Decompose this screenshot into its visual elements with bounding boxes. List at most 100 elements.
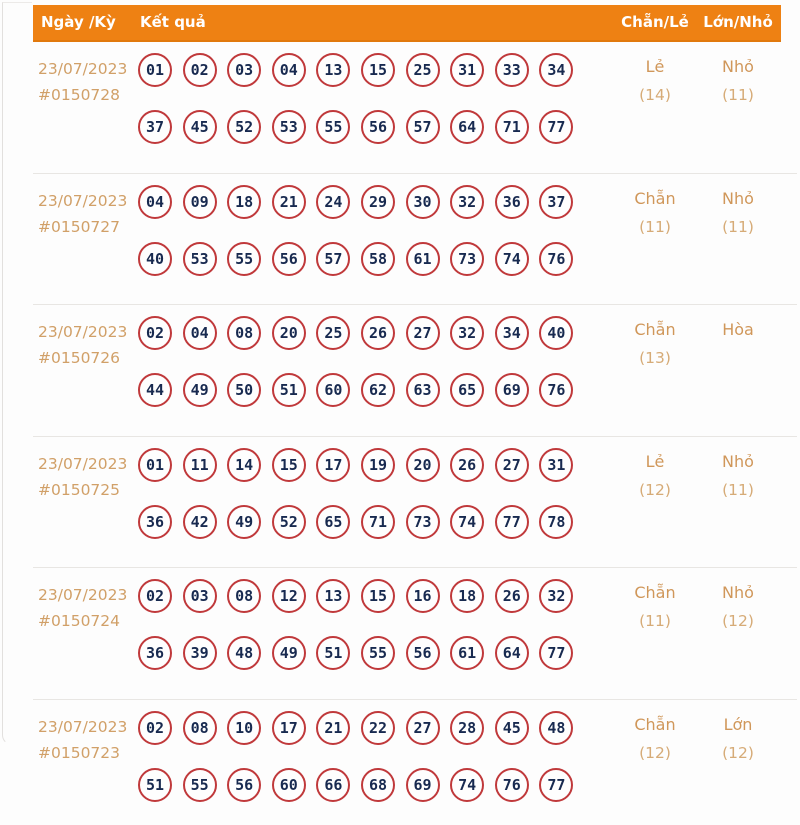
result-row: 23/07/2023 #0150724 02 03 08 12 13 15 16 18 26 32…: [33, 568, 797, 700]
lottery-number-ball: 32: [450, 184, 485, 219]
even-odd-cell: Chẵn (11): [605, 188, 705, 236]
card-left-edge: [2, 2, 32, 745]
draw-date: 23/07/2023: [38, 717, 128, 736]
lottery-number-ball: 21: [316, 710, 351, 745]
lottery-number-ball: 51: [271, 373, 306, 408]
lottery-number-ball: 37: [539, 184, 574, 219]
numbers-line-2: 36 39 48 49 51 55 56 61 64 77: [138, 636, 574, 671]
lottery-number-ball: 42: [182, 504, 217, 539]
lottery-number-ball: 48: [227, 636, 262, 671]
lottery-number-ball: 45: [494, 710, 529, 745]
lottery-number-ball: 76: [539, 373, 574, 408]
lottery-number-ball: 26: [494, 579, 529, 614]
lottery-number-ball: 22: [360, 710, 395, 745]
date-period-cell: 23/07/2023 #0150723: [38, 714, 127, 766]
lottery-number-ball: 69: [405, 767, 440, 802]
lottery-number-ball: 56: [405, 636, 440, 671]
even-odd-value: Lẻ: [645, 57, 665, 76]
lottery-number-ball: 50: [227, 373, 262, 408]
lottery-number-ball: 77: [539, 636, 574, 671]
big-small-cell: Hòa: [688, 319, 788, 349]
lottery-number-ball: 13: [316, 53, 351, 87]
lottery-number-ball: 03: [227, 53, 262, 87]
draw-period-number: #0150727: [38, 217, 121, 236]
lottery-number-ball: 09: [182, 184, 217, 219]
big-small-cell: Nhỏ (11): [688, 188, 788, 236]
lottery-number-ball: 04: [138, 184, 172, 219]
lottery-number-ball: 56: [360, 110, 395, 144]
lottery-number-ball: 53: [182, 241, 217, 276]
even-odd-value: Lẻ: [645, 451, 665, 471]
lottery-number-ball: 26: [360, 316, 395, 351]
lottery-number-ball: 78: [539, 504, 574, 539]
lottery-number-ball: 61: [405, 241, 440, 276]
lottery-number-ball: 20: [271, 316, 306, 351]
lottery-number-ball: 02: [138, 316, 172, 351]
big-small-value: Nhỏ: [722, 583, 754, 603]
column-header-result: Kết quả: [140, 13, 206, 31]
draw-period-number: #0150724: [38, 612, 121, 631]
lottery-number-ball: 15: [360, 53, 395, 87]
lottery-number-ball: 02: [182, 53, 217, 87]
result-row: 23/07/2023 #0150725 01 11 14 15 17 19 20 26 27 31…: [33, 437, 797, 569]
lottery-number-ball: 74: [450, 504, 485, 539]
lottery-number-ball: 66: [316, 767, 351, 802]
lottery-number-ball: 73: [450, 241, 485, 276]
draw-date: 23/07/2023: [38, 323, 128, 342]
date-period-cell: 23/07/2023 #0150724: [38, 582, 127, 634]
lottery-number-ball: 74: [494, 241, 529, 276]
lottery-number-ball: 13: [316, 579, 351, 614]
lottery-number-ball: 73: [405, 504, 440, 539]
lottery-number-ball: 25: [405, 53, 440, 87]
lottery-number-ball: 60: [271, 767, 306, 802]
lottery-number-ball: 64: [450, 110, 485, 144]
lottery-number-ball: 56: [227, 767, 262, 802]
lottery-number-ball: 61: [450, 636, 485, 671]
lottery-number-ball: 69: [494, 373, 529, 408]
lottery-number-ball: 02: [138, 710, 172, 745]
big-small-value: Nhỏ: [722, 451, 754, 471]
numbers-line-2: 37 45 52 53 55 56 57 64 71 77: [138, 110, 574, 144]
lottery-number-ball: 40: [138, 241, 172, 276]
draw-period-number: #0150725: [38, 480, 121, 499]
lottery-number-ball: 53: [271, 110, 306, 144]
result-numbers-cell: 02 08 10 17 21 22 27 28 45 48 51 55 56 60 66 68 69 74 76 7…: [138, 710, 574, 825]
lottery-number-ball: 08: [182, 710, 217, 745]
lottery-number-ball: 39: [182, 636, 217, 671]
big-small-value: Nhỏ: [722, 188, 754, 208]
lottery-number-ball: 31: [450, 53, 485, 87]
numbers-line-1: 04 09 18 21 24 29 30 32 36 37: [138, 184, 574, 219]
lottery-number-ball: 14: [227, 447, 262, 482]
draw-date: 23/07/2023: [38, 586, 128, 605]
even-odd-count: (14): [639, 86, 671, 104]
big-small-cell: Nhỏ (12): [688, 582, 788, 630]
even-odd-cell: Chẵn (11): [605, 582, 705, 630]
lottery-number-ball: 65: [316, 504, 351, 539]
lottery-number-ball: 76: [494, 767, 529, 802]
result-row: 23/07/2023 #0150728 01 02 03 04 13 15 25 31 33 34…: [33, 42, 797, 174]
big-small-value: Nhỏ: [722, 57, 754, 76]
lottery-number-ball: 77: [539, 110, 574, 144]
numbers-line-2: 44 49 50 51 60 62 63 65 69 76: [138, 373, 574, 408]
big-small-count: (11): [722, 480, 754, 499]
lottery-number-ball: 04: [182, 316, 217, 351]
big-small-count: (11): [722, 86, 754, 104]
lottery-number-ball: 74: [450, 767, 485, 802]
lottery-number-ball: 40: [539, 316, 574, 351]
even-odd-cell: Lẻ (12): [605, 451, 705, 499]
big-small-count: (11): [722, 217, 754, 236]
result-numbers-cell: 01 02 03 04 13 15 25 31 33 34 37 45 52 53 55 56 57 64 71 7…: [138, 53, 574, 167]
result-numbers-cell: 04 09 18 21 24 29 30 32 36 37 40 53 55 56 57 58 61 73 74 7…: [138, 184, 574, 299]
lottery-number-ball: 01: [138, 53, 172, 87]
lottery-number-ball: 57: [316, 241, 351, 276]
lottery-number-ball: 44: [138, 373, 172, 408]
result-row: 23/07/2023 #0150723 02 08 10 17 21 22 27 28 45 48…: [33, 700, 797, 825]
lottery-number-ball: 51: [316, 636, 351, 671]
lottery-number-ball: 27: [494, 447, 529, 482]
lottery-number-ball: 55: [316, 110, 351, 144]
big-small-count: (12): [722, 743, 754, 762]
even-odd-count: (13): [639, 349, 671, 368]
big-small-value: Hòa: [722, 320, 754, 340]
lottery-number-ball: 29: [360, 184, 395, 219]
